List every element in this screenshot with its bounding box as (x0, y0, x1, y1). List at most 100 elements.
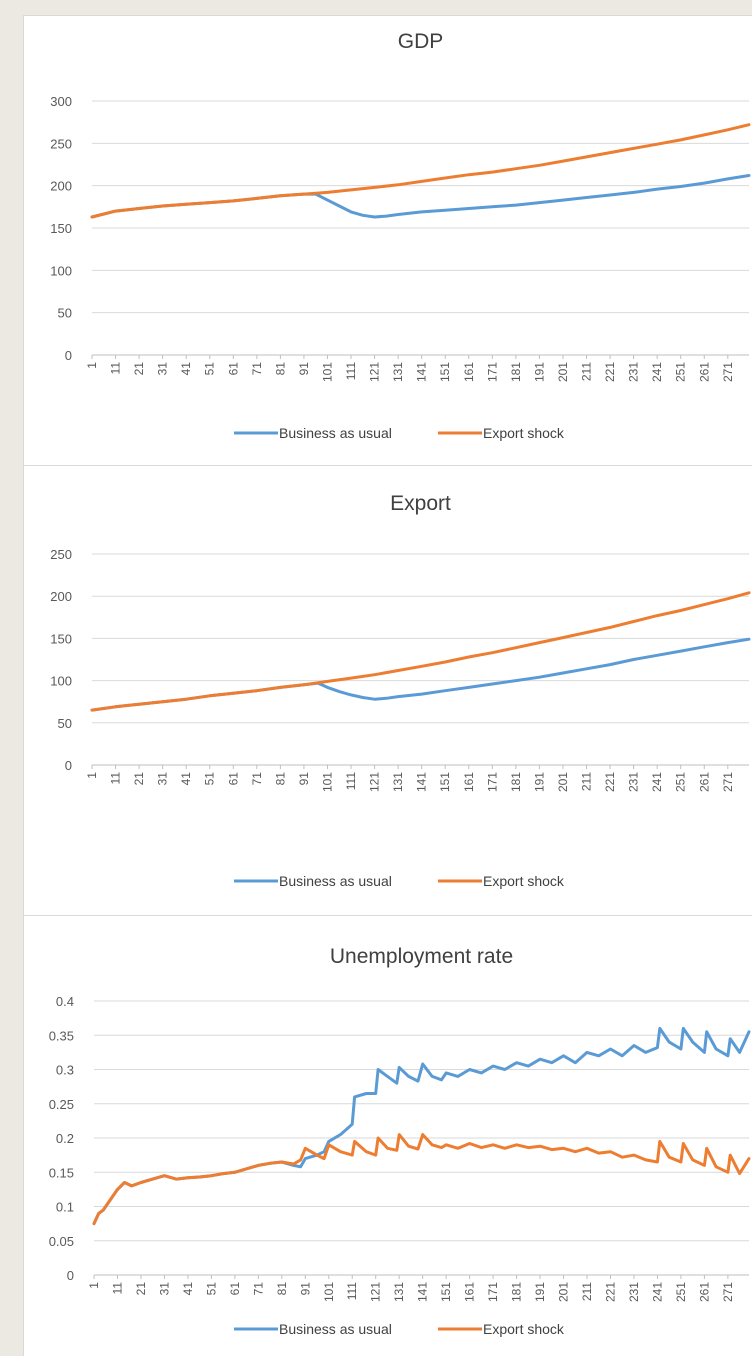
y-tick-label: 250 (50, 547, 72, 562)
y-tick-label: 0.05 (49, 1234, 74, 1249)
x-tick-label: 81 (273, 362, 287, 376)
y-tick-label: 0.25 (49, 1097, 74, 1112)
chart-legend: Business as usual Export shock (234, 873, 565, 889)
unemployment-chart-panel: Unemployment rate 0 0.05 0.1 0.15 0.2 0.25 0.3 0… (23, 915, 752, 1356)
x-tick-label: 111 (344, 772, 358, 791)
x-tick-label: 231 (627, 362, 641, 382)
x-tick-label: 91 (297, 772, 311, 786)
y-tick-label: 100 (50, 674, 72, 689)
x-tick-label: 181 (510, 1282, 524, 1302)
x-tick-label: 221 (603, 362, 617, 382)
x-tick-label: 1 (87, 1282, 101, 1289)
x-tick-label: 201 (556, 772, 570, 792)
x-tick-label: 71 (250, 362, 264, 376)
x-tick-label: 71 (250, 772, 264, 786)
x-tick-label: 261 (697, 362, 711, 382)
x-tick-label: 121 (368, 362, 382, 382)
export-shock-line (90, 123, 751, 219)
x-tick-label: 211 (580, 362, 594, 381)
x-tick-label: 141 (416, 1282, 430, 1302)
business-as-usual-legend-label: Business as usual (279, 873, 392, 889)
chart-legend: Business as usual Export shock (234, 1321, 565, 1337)
x-tick-label: 251 (674, 362, 688, 382)
x-tick-label: 221 (603, 1282, 617, 1302)
y-tick-label: 0.4 (56, 994, 74, 1009)
y-tick-label: 0 (67, 1268, 74, 1283)
business-as-usual-line (92, 1026, 751, 1226)
export-shock-legend-label: Export shock (483, 873, 565, 889)
x-tick-label: 241 (650, 362, 664, 382)
x-tick-label: 131 (392, 1282, 406, 1302)
x-tick-label: 231 (627, 1282, 641, 1302)
y-tick-label: 0.1 (56, 1200, 74, 1215)
x-tick-label: 41 (181, 1282, 195, 1296)
x-tick-label: 111 (345, 1282, 359, 1301)
x-tick-label: 211 (580, 1282, 594, 1301)
x-tick-label: 91 (297, 362, 311, 376)
x-tick-label: 161 (462, 362, 476, 382)
business-as-usual-legend-label: Business as usual (279, 1321, 392, 1337)
x-tick-label: 11 (110, 1282, 124, 1295)
x-tick-label: 141 (415, 772, 429, 792)
x-tick-label: 51 (203, 362, 217, 376)
x-tick-label: 131 (391, 362, 405, 382)
x-tick-label: 171 (486, 1282, 500, 1302)
x-tick-label: 81 (273, 772, 287, 786)
x-tick-label: 191 (532, 362, 546, 382)
export-shock-legend-label: Export shock (483, 1321, 565, 1337)
x-tick-label: 41 (179, 772, 193, 786)
x-tick-label: 171 (485, 362, 499, 382)
x-tick-label: 191 (532, 772, 546, 792)
chart-title: Export (390, 492, 451, 515)
x-tick-label: 141 (415, 362, 429, 382)
y-tick-label: 200 (50, 589, 72, 604)
x-tick-label: 131 (391, 772, 405, 792)
x-tick-label: 211 (580, 772, 594, 791)
x-tick-label: 91 (298, 1282, 312, 1296)
x-tick-label: 121 (368, 772, 382, 792)
x-tick-label: 251 (674, 772, 688, 792)
x-tick-label: 21 (132, 362, 146, 376)
x-tick-label: 101 (320, 772, 334, 792)
x-tick-label: 181 (509, 772, 523, 792)
unemployment-rate-chart: Unemployment rate 0 0.05 0.1 0.15 0.2 0.25 0.3 0… (49, 945, 751, 1337)
export-shock-legend-label: Export shock (483, 425, 565, 441)
gdp-chart-panel: GDP 0 50 100 150 200 250 300 1 11 21 31 41 51 61 71 81 91… (23, 15, 752, 466)
x-tick-label: 161 (463, 1282, 477, 1302)
x-tick-label: 61 (226, 772, 240, 786)
x-tick-label: 71 (251, 1282, 265, 1296)
x-tick-label: 31 (157, 1282, 171, 1296)
y-tick-label: 50 (58, 306, 72, 321)
export-shock-line (92, 1133, 751, 1226)
x-tick-label: 251 (674, 1282, 688, 1302)
export-shock-line (90, 591, 751, 712)
business-as-usual-legend-label: Business as usual (279, 425, 392, 441)
x-tick-label: 31 (156, 362, 170, 376)
x-tick-label: 181 (509, 362, 523, 382)
x-tick-label: 151 (438, 772, 452, 792)
chart-title: Unemployment rate (330, 945, 513, 968)
y-tick-label: 100 (50, 263, 72, 278)
x-tick-label: 151 (438, 362, 452, 382)
x-tick-label: 171 (485, 772, 499, 792)
x-tick-label: 61 (226, 362, 240, 376)
y-tick-label: 300 (50, 94, 72, 109)
x-tick-label: 51 (204, 1282, 218, 1296)
export-chart-panel: Export 0 50 100 150 200 250 1 11 21 31 41 51 61 71 81 91… (23, 465, 752, 916)
y-tick-label: 50 (58, 716, 72, 731)
y-tick-label: 150 (50, 631, 72, 646)
x-tick-label: 1 (85, 772, 99, 779)
y-tick-label: 200 (50, 179, 72, 194)
y-tick-label: 150 (50, 221, 72, 236)
x-tick-label: 101 (320, 362, 334, 382)
x-tick-label: 11 (109, 362, 123, 375)
x-tick-label: 241 (650, 772, 664, 792)
x-tick-label: 271 (721, 772, 735, 792)
x-tick-label: 221 (603, 772, 617, 792)
chart-title: GDP (398, 30, 444, 53)
x-tick-label: 111 (344, 362, 358, 381)
x-tick-label: 261 (697, 1282, 711, 1302)
x-tick-label: 11 (109, 772, 123, 785)
